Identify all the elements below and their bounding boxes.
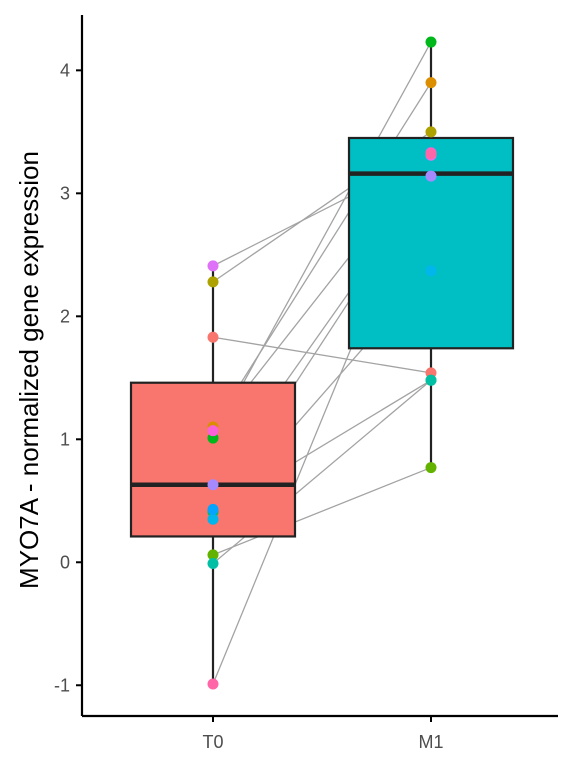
y-tick-label: -1 (54, 675, 70, 695)
data-point-t0 (207, 678, 219, 690)
data-point-m1 (425, 126, 437, 138)
y-tick-label: 4 (60, 60, 70, 80)
data-point-t0 (207, 425, 219, 437)
y-axis-title: MYO7A - normalized gene expression (14, 151, 44, 589)
data-point-t0 (207, 331, 219, 343)
data-points (207, 36, 437, 690)
data-point-t0 (207, 513, 219, 525)
y-tick-label: 0 (60, 552, 70, 572)
data-point-t0 (207, 558, 219, 570)
data-point-t0 (207, 260, 219, 272)
paired-line (212, 336, 432, 374)
y-tick-label: 3 (60, 183, 70, 203)
axes (80, 15, 558, 718)
data-point-t0 (207, 479, 219, 491)
data-point-t0 (207, 503, 219, 515)
data-point-t0 (207, 276, 219, 288)
boxplot-t0 (129, 265, 297, 685)
data-point-m1 (425, 265, 437, 277)
data-point-m1 (425, 462, 437, 474)
y-tick-label: 1 (60, 429, 70, 449)
paired-line (212, 466, 432, 556)
x-tick-label: M1 (418, 732, 443, 752)
data-point-m1 (425, 374, 437, 386)
boxplots (129, 42, 515, 685)
data-point-m1 (425, 77, 437, 89)
y-tick-label: 2 (60, 306, 70, 326)
data-point-m1 (425, 148, 437, 160)
boxplot-m1 (347, 42, 515, 468)
data-point-m1 (425, 36, 437, 48)
paired-line (212, 41, 432, 439)
x-tick-label: T0 (202, 732, 223, 752)
y-ticks: -1 0 1 2 3 4 (54, 60, 82, 695)
data-point-m1 (425, 170, 437, 182)
box-iqr (347, 136, 515, 350)
x-ticks: T0 M1 (202, 716, 444, 752)
data-point-t0 (207, 549, 219, 561)
